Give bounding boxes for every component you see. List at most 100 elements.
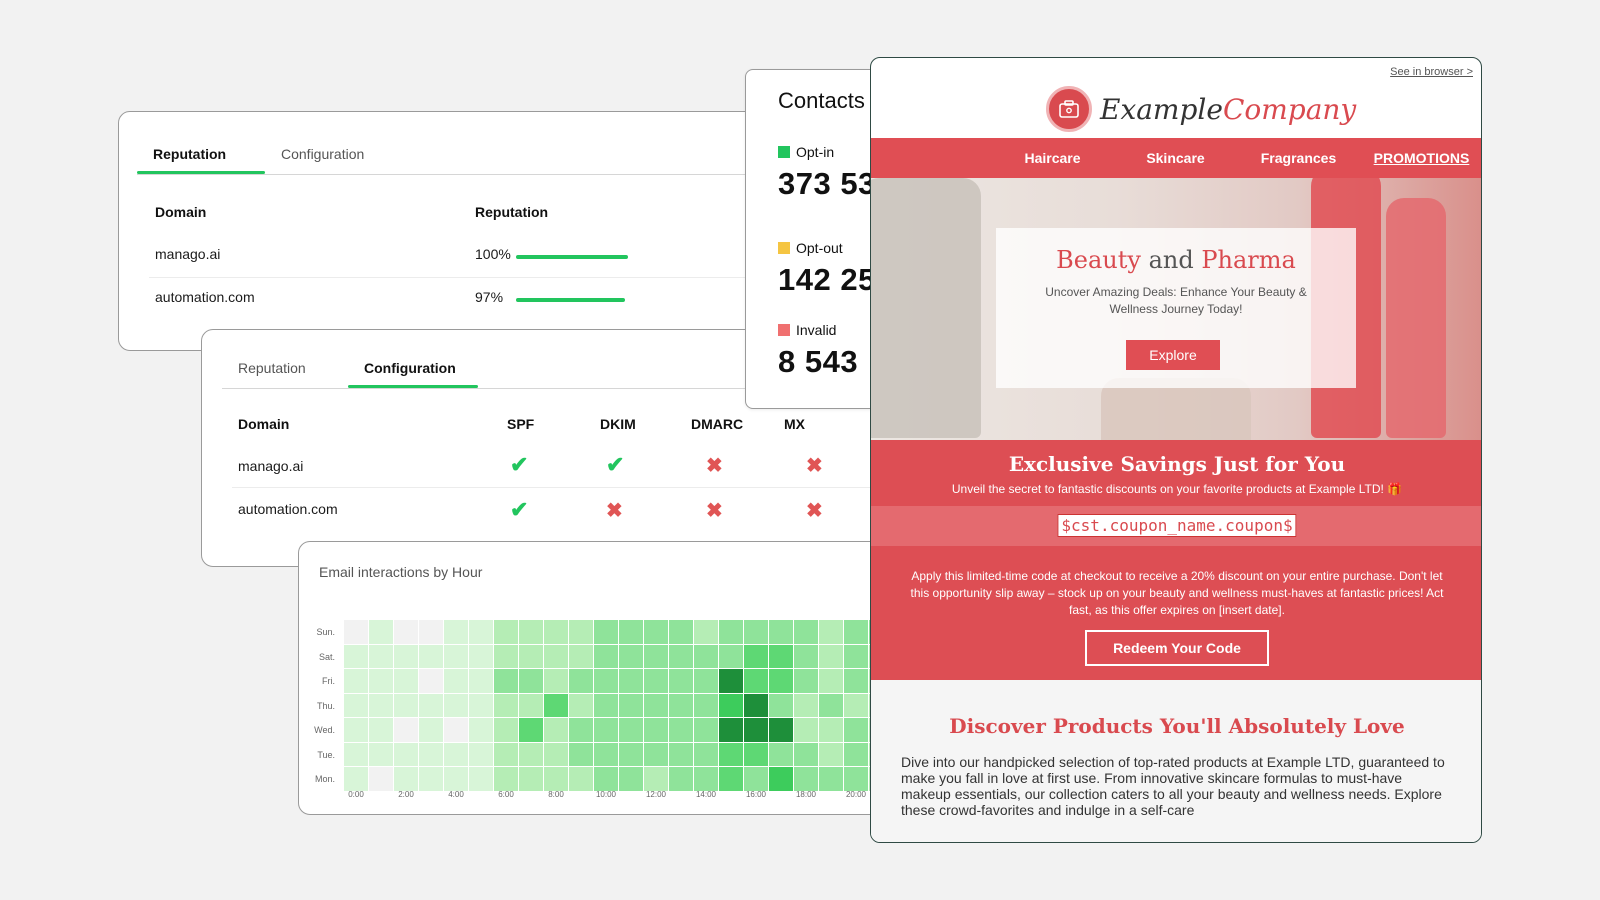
column-header-reputation: Reputation (475, 204, 549, 220)
heatmap-cell (669, 669, 693, 693)
redeem-code-button[interactable]: Redeem Your Code (1085, 630, 1269, 666)
heatmap-cell (744, 669, 768, 693)
heatmap-cell (619, 669, 643, 693)
reputation-tabs: Reputation Configuration (137, 136, 405, 174)
heatmap-cell (719, 644, 743, 668)
heatmap-cell (394, 669, 418, 693)
column-header-mx: MX (784, 416, 805, 432)
heatmap-cell (394, 718, 418, 742)
heatmap-cell (344, 767, 368, 791)
logo-word-company: Company (1222, 92, 1357, 126)
heatmap-cell (344, 693, 368, 717)
check-icon: ✔ (606, 452, 625, 477)
heatmap-cell (694, 742, 718, 766)
heatmap-cell (819, 718, 843, 742)
heatmap-cell (394, 644, 418, 668)
heatmap-cell (844, 669, 868, 693)
tab-configuration[interactable]: Configuration (348, 350, 478, 388)
heatmap-cell (544, 767, 568, 791)
heatmap-cell (369, 767, 393, 791)
heatmap-cell (494, 669, 518, 693)
heatmap-cell (669, 742, 693, 766)
heatmap-cell (444, 620, 468, 644)
heatmap-title: Email interactions by Hour (319, 564, 483, 580)
heatmap-cell (619, 693, 643, 717)
heatmap-cell (569, 693, 593, 717)
explore-button[interactable]: Explore (1126, 340, 1220, 370)
heatmap-cell (744, 693, 768, 717)
heatmap-cell (494, 718, 518, 742)
heatmap-cell (594, 742, 618, 766)
domain-cell: manago.ai (238, 458, 304, 474)
heatmap-cell (594, 718, 618, 742)
domain-cell: manago.ai (155, 246, 221, 262)
heatmap-cell (769, 620, 793, 644)
heatmap-cell (644, 742, 668, 766)
heatmap-cell (819, 669, 843, 693)
configuration-tabs: Reputation Configuration (222, 350, 478, 388)
heatmap-cell (544, 669, 568, 693)
opt-out-swatch (778, 242, 790, 254)
nav-skincare[interactable]: Skincare (1146, 150, 1205, 166)
heatmap-cell (844, 742, 868, 766)
heatmap-cell (669, 693, 693, 717)
heatmap-cell (819, 767, 843, 791)
nav-fragrances[interactable]: Fragrances (1260, 150, 1337, 166)
nav-promotions[interactable]: PROMOTIONS (1373, 150, 1470, 166)
tab-reputation[interactable]: Reputation (137, 136, 265, 174)
heatmap-cell (694, 669, 718, 693)
legend-invalid: Invalid (778, 322, 836, 338)
heatmap-cell (619, 767, 643, 791)
nav-haircare[interactable]: Haircare (1024, 150, 1081, 166)
heatmap-cell (644, 718, 668, 742)
heatmap-cell (769, 693, 793, 717)
invalid-label: Invalid (796, 322, 837, 338)
heatmap-cell (719, 767, 743, 791)
hour-label: 8:00 (548, 790, 564, 799)
heatmap-cell (519, 669, 543, 693)
heatmap-cell (744, 767, 768, 791)
heatmap-cell (844, 693, 868, 717)
heatmap-cell (419, 620, 443, 644)
column-header-dmarc: DMARC (691, 416, 744, 432)
heatmap-cell (369, 669, 393, 693)
heatmap-cell (794, 644, 818, 668)
heatmap-cell (769, 669, 793, 693)
heatmap-cell (469, 767, 493, 791)
row-divider (149, 277, 777, 278)
heatmap-cell (544, 620, 568, 644)
tab-configuration[interactable]: Configuration (281, 146, 365, 162)
heatmap-cell (769, 742, 793, 766)
hour-label: 0:00 (348, 790, 364, 799)
heatmap-cell (844, 620, 868, 644)
day-label: Fri. (322, 676, 335, 686)
heatmap-cell (444, 767, 468, 791)
day-label: Wed. (314, 725, 335, 735)
heatmap-cell (419, 669, 443, 693)
heatmap-cell (494, 767, 518, 791)
heatmap-cell (769, 767, 793, 791)
see-in-browser-link[interactable]: See in browser > (1390, 66, 1473, 78)
heatmap-cell (394, 693, 418, 717)
heatmap-cell (369, 644, 393, 668)
hero-title-part: Beauty (1056, 246, 1141, 274)
heatmap-cell (519, 644, 543, 668)
heatmap-cell (469, 742, 493, 766)
heatmap-cell (569, 742, 593, 766)
heatmap-cell (469, 620, 493, 644)
heatmap-cell (469, 644, 493, 668)
heatmap-cell (344, 644, 368, 668)
heatmap-cell (469, 718, 493, 742)
invalid-swatch (778, 324, 790, 336)
heatmap-cell (494, 620, 518, 644)
heatmap-cell (419, 767, 443, 791)
heatmap-cell (494, 742, 518, 766)
heatmap-cell (519, 767, 543, 791)
heatmap-grid (344, 620, 887, 791)
tab-divider (137, 174, 777, 175)
hero-banner: Beauty and Pharma Uncover Amazing Deals:… (871, 178, 1481, 440)
heatmap-cell (544, 718, 568, 742)
day-label: Mon. (314, 774, 335, 784)
hour-label: 4:00 (448, 790, 464, 799)
tab-reputation[interactable]: Reputation (238, 360, 306, 376)
